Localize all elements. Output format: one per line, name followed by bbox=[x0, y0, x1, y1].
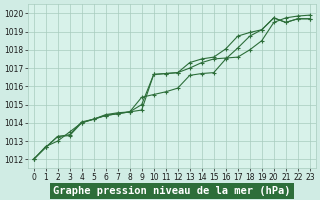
X-axis label: Graphe pression niveau de la mer (hPa): Graphe pression niveau de la mer (hPa) bbox=[53, 186, 291, 196]
